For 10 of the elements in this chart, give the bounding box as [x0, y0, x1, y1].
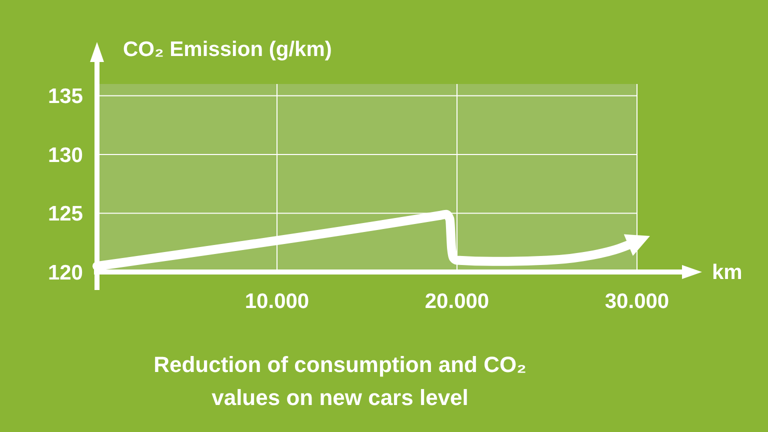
y-axis-title: CO₂ Emission (g/km)	[123, 38, 332, 61]
y-tick-label: 135	[48, 85, 84, 108]
y-tick-label: 120	[48, 261, 83, 284]
x-axis-title: km	[712, 261, 742, 284]
x-tick-label: 20.000	[424, 290, 490, 313]
x-tick-label: 10.000	[244, 290, 310, 313]
y-tick-label: 130	[48, 144, 83, 167]
y-tick-label: 125	[48, 202, 84, 226]
x-tick-label: 30.000	[604, 290, 670, 313]
text: Reduction of consumption and CO₂ values on new cars level	[154, 352, 526, 410]
